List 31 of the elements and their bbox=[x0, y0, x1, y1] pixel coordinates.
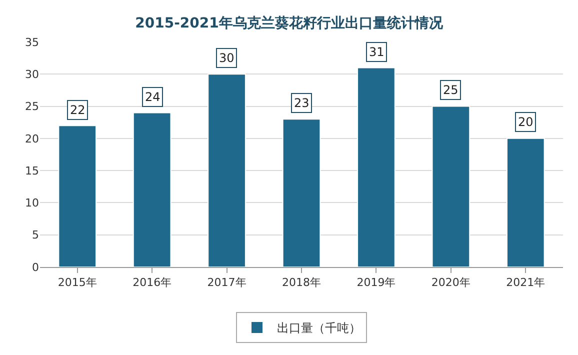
y-tick-label: 15 bbox=[25, 164, 39, 178]
bar bbox=[58, 125, 97, 267]
y-tick-label: 35 bbox=[25, 36, 39, 49]
data-label: 22 bbox=[70, 103, 86, 117]
x-tick-label: 2020年 bbox=[431, 276, 470, 290]
data-label: 23 bbox=[294, 96, 310, 110]
y-tick-label: 30 bbox=[25, 68, 39, 81]
x-tick-label: 2015年 bbox=[58, 276, 97, 290]
x-tick-label: 2021年 bbox=[506, 276, 546, 290]
y-tick-label: 20 bbox=[25, 132, 39, 146]
bar bbox=[132, 112, 172, 267]
y-tick-label: 25 bbox=[25, 100, 39, 114]
bar bbox=[506, 138, 545, 267]
bar bbox=[357, 67, 396, 267]
x-tick-label: 2018年 bbox=[282, 276, 321, 290]
y-tick-label: 0 bbox=[32, 260, 39, 274]
data-label: 30 bbox=[219, 51, 234, 65]
data-label: 20 bbox=[518, 115, 534, 129]
chart-title: 2015-2021年乌克兰葵花籽行业出口量统计情况 bbox=[135, 14, 444, 32]
y-tick-label: 5 bbox=[32, 228, 39, 242]
bar bbox=[282, 118, 321, 267]
legend-label: 出口量（千吨） bbox=[277, 321, 361, 336]
x-tick-label: 2017年 bbox=[207, 276, 246, 290]
bar bbox=[432, 106, 470, 267]
y-tick-label: 10 bbox=[25, 196, 39, 210]
x-tick-label: 2016年 bbox=[132, 276, 172, 290]
data-label: 24 bbox=[145, 90, 160, 104]
x-tick-label: 2019年 bbox=[356, 276, 396, 290]
data-label: 31 bbox=[369, 45, 384, 59]
data-label: 25 bbox=[443, 83, 458, 97]
bar bbox=[208, 74, 246, 267]
